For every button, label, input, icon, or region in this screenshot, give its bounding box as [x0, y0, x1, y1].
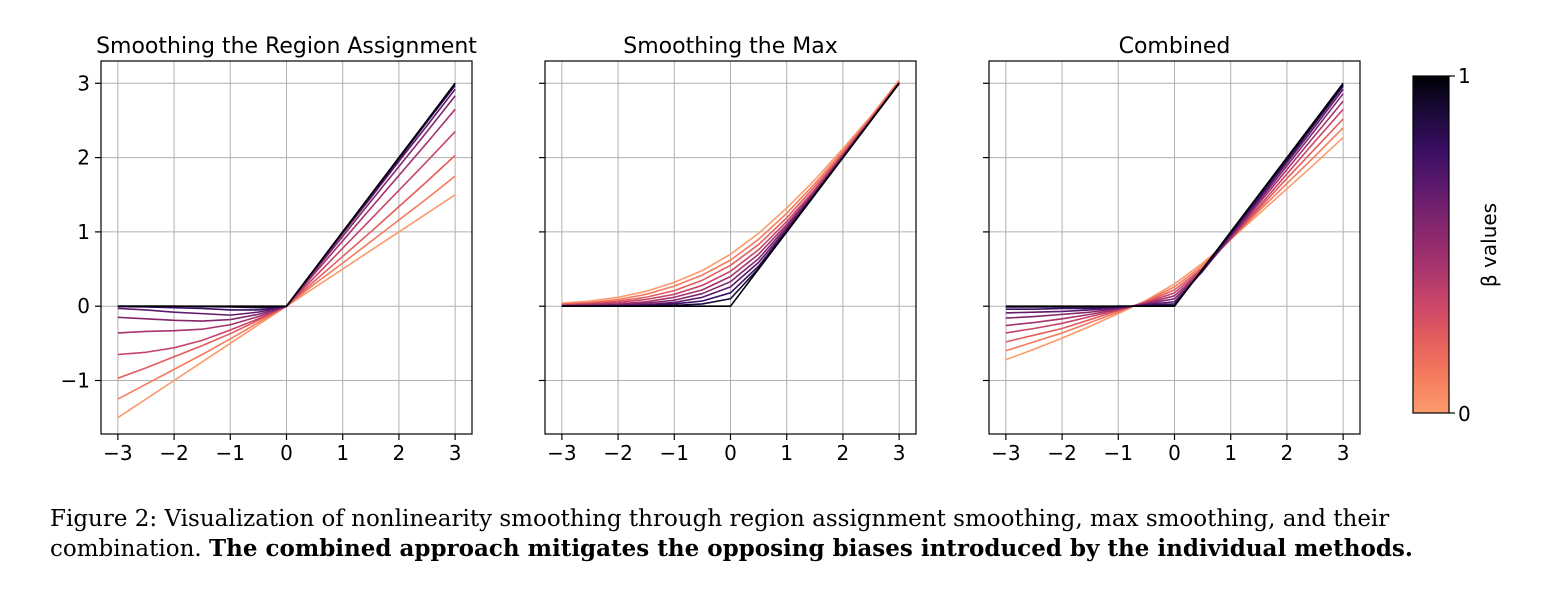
x-tick-label-3: 0	[1168, 441, 1181, 465]
y-tick-label-4: 3	[77, 71, 90, 95]
figure-caption: Figure 2: Visualization of nonlinearity …	[50, 504, 1520, 564]
series-line-1	[1005, 127, 1344, 352]
series-line-0	[1005, 136, 1344, 361]
x-tick-label-6: 3	[1337, 441, 1350, 465]
x-tick-label-4: 1	[1224, 441, 1237, 465]
caption-text: Visualization of nonlinearity smoothing …	[50, 506, 1390, 562]
caption-bold: The combined approach mitigates the oppo…	[209, 535, 1413, 562]
x-tick-label-2: −1	[660, 441, 689, 465]
x-tick-label-5: 2	[393, 441, 406, 465]
x-tick-label-0: −3	[991, 441, 1020, 465]
series-line-2	[561, 81, 900, 306]
colorbar: 1 0 β values	[1412, 64, 1501, 426]
x-tick-label-0: −3	[103, 441, 132, 465]
y-tick-label-0: −1	[61, 369, 90, 393]
panel-title: Smoothing the Region Assignment	[96, 34, 477, 59]
panel-title: Smoothing the Max	[623, 34, 837, 59]
panel-max: −3 −2 −1 0 1 2 3 Smoothing the Max	[539, 34, 917, 465]
x-tick-label-0: −3	[547, 441, 576, 465]
colorbar-label: β values	[1477, 203, 1501, 287]
x-tick-label-2: −1	[216, 441, 245, 465]
y-tick-label-2: 1	[77, 220, 90, 244]
series-line-6	[1005, 88, 1344, 314]
y-tick-label-1: 0	[77, 294, 90, 318]
x-tick-label-4: 1	[780, 441, 793, 465]
panel-combined: −3 −2 −1 0 1 2 3 Combined	[983, 34, 1361, 465]
caption-prefix: Figure 2:	[50, 506, 165, 532]
x-tick-label-6: 3	[449, 441, 462, 465]
series-line-5	[1005, 93, 1344, 319]
panel-title: Combined	[1119, 34, 1231, 59]
series-line-9	[117, 82, 456, 308]
series-line-1	[561, 80, 900, 305]
series-line-9	[561, 82, 900, 308]
x-tick-label-2: −1	[1104, 441, 1133, 465]
x-tick-label-1: −2	[159, 441, 188, 465]
x-tick-label-1: −2	[1047, 441, 1076, 465]
x-tick-label-5: 2	[837, 441, 850, 465]
series-line-2	[1005, 118, 1344, 343]
x-tick-label-5: 2	[1281, 441, 1294, 465]
series-line-9	[1005, 82, 1344, 308]
x-tick-label-4: 1	[336, 441, 349, 465]
x-tick-label-1: −2	[603, 441, 632, 465]
series-line-0	[561, 79, 900, 305]
x-tick-label-3: 0	[280, 441, 293, 465]
y-tick-label-3: 2	[77, 146, 90, 170]
x-tick-label-3: 0	[724, 441, 737, 465]
colorbar-gradient	[1412, 75, 1450, 414]
colorbar-min-label: 0	[1458, 402, 1471, 426]
series-line-7	[1005, 85, 1344, 310]
series-line-4	[1005, 100, 1344, 327]
x-tick-label-6: 3	[893, 441, 906, 465]
colorbar-max-label: 1	[1458, 64, 1471, 88]
series-line-3	[1005, 108, 1344, 334]
